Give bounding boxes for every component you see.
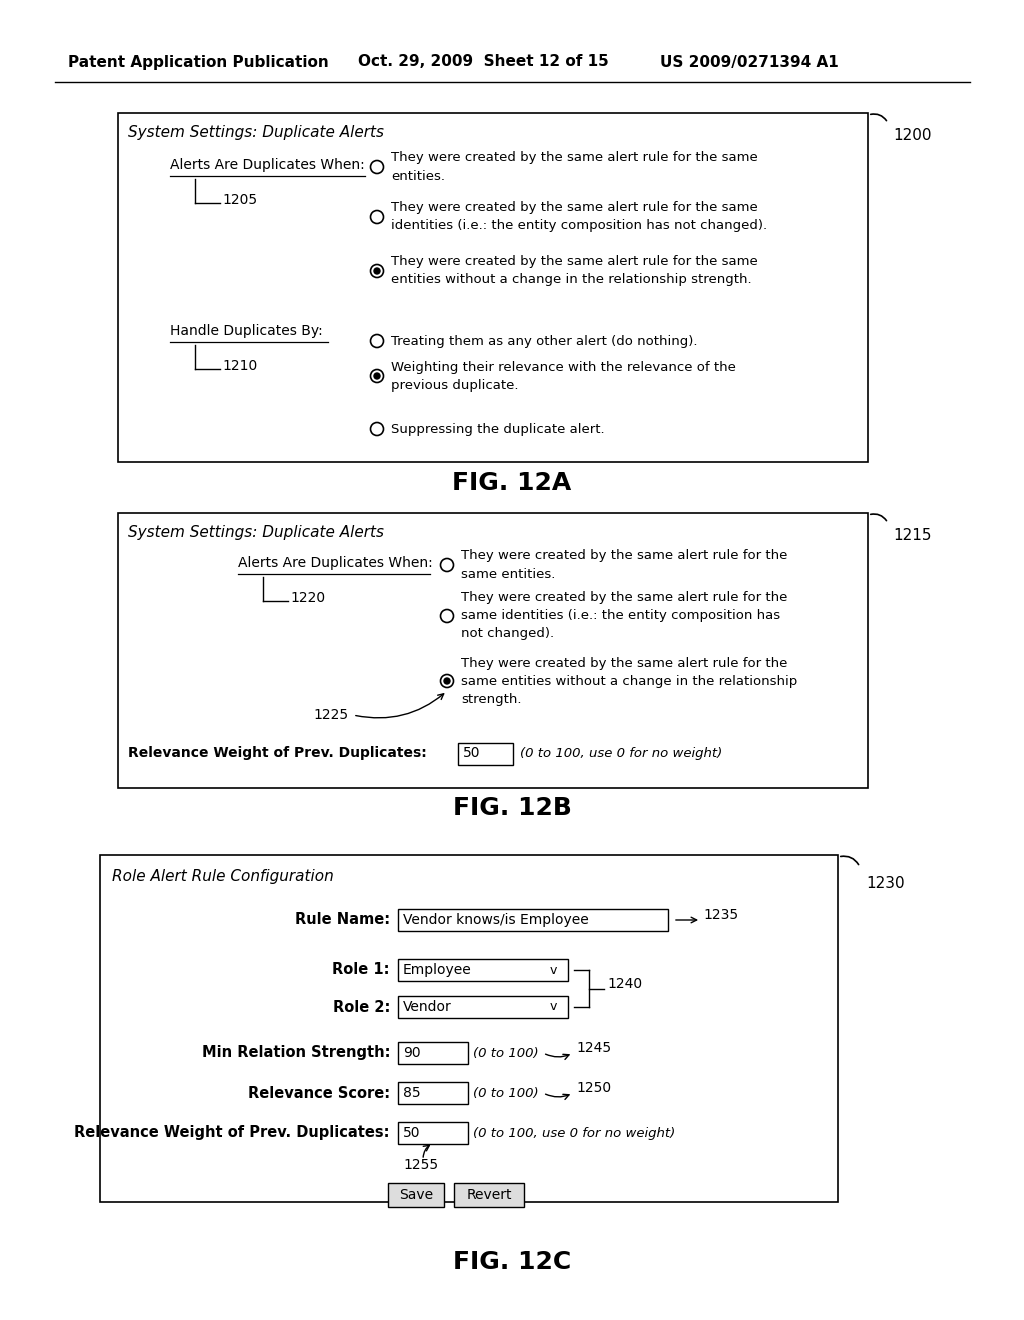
Text: FIG. 12A: FIG. 12A: [453, 471, 571, 495]
Text: 50: 50: [403, 1126, 421, 1140]
Circle shape: [374, 268, 380, 275]
FancyBboxPatch shape: [398, 1122, 468, 1144]
Text: Employee: Employee: [403, 964, 472, 977]
Circle shape: [444, 678, 450, 684]
Text: Save: Save: [399, 1188, 433, 1203]
Text: (0 to 100, use 0 for no weight): (0 to 100, use 0 for no weight): [473, 1126, 675, 1139]
Text: 50: 50: [463, 746, 480, 760]
Text: 1245: 1245: [575, 1041, 611, 1055]
FancyBboxPatch shape: [458, 743, 513, 766]
FancyBboxPatch shape: [398, 960, 568, 981]
FancyBboxPatch shape: [398, 1041, 468, 1064]
Text: Treating them as any other alert (do nothing).: Treating them as any other alert (do not…: [391, 334, 697, 347]
Text: Role 1:: Role 1:: [333, 962, 390, 978]
Text: 1225: 1225: [313, 708, 348, 722]
Text: They were created by the same alert rule for the
same entities.: They were created by the same alert rule…: [461, 549, 787, 581]
Text: 1240: 1240: [607, 977, 642, 990]
Text: (0 to 100, use 0 for no weight): (0 to 100, use 0 for no weight): [520, 747, 722, 759]
Text: They were created by the same alert rule for the
same entities without a change : They were created by the same alert rule…: [461, 656, 798, 705]
FancyBboxPatch shape: [398, 909, 668, 931]
FancyBboxPatch shape: [454, 1183, 524, 1206]
Text: 1210: 1210: [222, 359, 257, 374]
Text: 90: 90: [403, 1045, 421, 1060]
Text: Handle Duplicates By:: Handle Duplicates By:: [170, 323, 323, 338]
Text: They were created by the same alert rule for the same
identities (i.e.: the enti: They were created by the same alert rule…: [391, 202, 767, 232]
Text: Vendor: Vendor: [403, 1001, 452, 1014]
Text: Relevance Score:: Relevance Score:: [248, 1085, 390, 1101]
FancyBboxPatch shape: [118, 513, 868, 788]
FancyBboxPatch shape: [398, 1082, 468, 1104]
FancyBboxPatch shape: [388, 1183, 444, 1206]
Text: 1220: 1220: [290, 591, 326, 605]
Text: Suppressing the duplicate alert.: Suppressing the duplicate alert.: [391, 422, 604, 436]
Text: 1215: 1215: [893, 528, 932, 543]
Text: Rule Name:: Rule Name:: [295, 912, 390, 928]
Text: Weighting their relevance with the relevance of the
previous duplicate.: Weighting their relevance with the relev…: [391, 360, 736, 392]
Text: 1250: 1250: [575, 1081, 611, 1096]
Text: Revert: Revert: [466, 1188, 512, 1203]
Text: Vendor knows/is Employee: Vendor knows/is Employee: [403, 913, 589, 927]
Text: (0 to 100): (0 to 100): [473, 1047, 539, 1060]
Text: 1200: 1200: [893, 128, 932, 143]
FancyBboxPatch shape: [100, 855, 838, 1203]
Text: v: v: [550, 1001, 557, 1014]
Text: (0 to 100): (0 to 100): [473, 1086, 539, 1100]
Text: They were created by the same alert rule for the
same identities (i.e.: the enti: They were created by the same alert rule…: [461, 591, 787, 640]
Text: 1230: 1230: [866, 875, 904, 891]
Text: System Settings: Duplicate Alerts: System Settings: Duplicate Alerts: [128, 525, 384, 540]
Text: 85: 85: [403, 1086, 421, 1100]
Text: FIG. 12C: FIG. 12C: [453, 1250, 571, 1274]
Text: US 2009/0271394 A1: US 2009/0271394 A1: [660, 54, 839, 70]
Text: Min Relation Strength:: Min Relation Strength:: [202, 1045, 390, 1060]
Text: They were created by the same alert rule for the same
entities without a change : They were created by the same alert rule…: [391, 256, 758, 286]
FancyBboxPatch shape: [118, 114, 868, 462]
Circle shape: [374, 374, 380, 379]
Text: Role 2:: Role 2:: [333, 999, 390, 1015]
Text: Role Alert Rule Configuration: Role Alert Rule Configuration: [112, 870, 334, 884]
Text: FIG. 12B: FIG. 12B: [453, 796, 571, 820]
Text: Alerts Are Duplicates When:: Alerts Are Duplicates When:: [238, 556, 433, 570]
Text: Relevance Weight of Prev. Duplicates:: Relevance Weight of Prev. Duplicates:: [75, 1126, 390, 1140]
Text: They were created by the same alert rule for the same
entities.: They were created by the same alert rule…: [391, 152, 758, 182]
Text: Patent Application Publication: Patent Application Publication: [68, 54, 329, 70]
Text: 1255: 1255: [403, 1158, 438, 1172]
Text: System Settings: Duplicate Alerts: System Settings: Duplicate Alerts: [128, 125, 384, 140]
FancyBboxPatch shape: [398, 997, 568, 1018]
Text: Oct. 29, 2009  Sheet 12 of 15: Oct. 29, 2009 Sheet 12 of 15: [358, 54, 608, 70]
Text: Alerts Are Duplicates When:: Alerts Are Duplicates When:: [170, 158, 365, 172]
Text: 1205: 1205: [222, 193, 257, 207]
Text: v: v: [550, 964, 557, 977]
Text: 1235: 1235: [703, 908, 738, 921]
Text: Relevance Weight of Prev. Duplicates:: Relevance Weight of Prev. Duplicates:: [128, 746, 427, 760]
